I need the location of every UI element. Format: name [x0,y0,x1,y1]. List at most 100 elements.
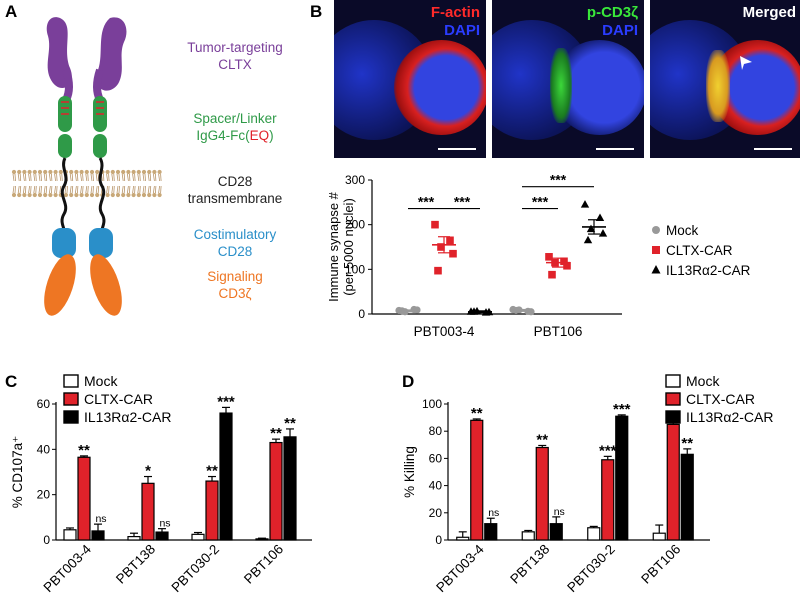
significance-label: ** [681,435,693,452]
significance-label: *** [418,194,435,210]
x-tick-label: PBT138 [507,542,552,587]
bar [91,530,105,541]
costim-left [52,228,76,258]
significance-label: * [145,463,151,480]
cd3z-left [44,254,76,316]
x-tick-label: PBT106 [534,324,583,339]
cd3z-right [90,254,122,316]
legend-label: CLTX-CAR [84,391,153,407]
legend-label: IL13Rα2-CAR [84,409,171,425]
label-signaling: Signaling CD3ζ [207,269,263,301]
legend-swatch [665,392,681,406]
legend-label: Mock [686,373,720,389]
scale-bar-2 [596,148,634,150]
legend-label: Mock [84,373,118,389]
bar [141,482,155,541]
data-point [437,243,445,251]
bar [470,419,484,541]
bar [652,532,666,541]
legend-label: Mock [666,223,699,238]
significance-label: *** [532,194,549,210]
y-tick-label: 0 [43,533,50,547]
y-tick-label: 100 [345,262,365,276]
legend-label: IL13Rα2-CAR [686,409,773,425]
significance-label: ns [554,506,565,518]
bar [680,453,694,541]
killing-bar-chart: 0 20 40 60 80 100 % Killing ** ns PBT003-4 ** ns PBT… [402,373,773,596]
bar [77,456,91,541]
y-axis-label: % CD107a⁺ [10,436,25,508]
significance-label: *** [454,194,471,210]
data-point [563,261,571,270]
panel-a-letter: A [5,2,18,21]
y-axis-label: Immune synapse # [326,191,341,302]
bar [205,480,219,541]
legend-marker [652,226,660,234]
label-transmembrane: CD28 transmembrane [187,174,283,206]
legend-swatch [63,374,79,388]
y-tick-label: 40 [37,442,51,456]
x-tick-label: PBT030-2 [564,542,618,596]
arrowhead-icon [740,56,752,70]
bar [191,533,205,541]
x-tick-label: PBT003-4 [433,541,487,595]
x-tick-label: PBT003-4 [414,324,475,339]
data-point [560,257,568,266]
y-tick-label: 200 [345,218,365,232]
x-tick-label: PBT106 [638,542,683,587]
legend-swatch [665,374,681,388]
significance-label: ** [471,405,483,422]
y-tick-label: 60 [429,451,443,465]
label-merged: Merged [742,4,796,21]
legend-swatch [63,392,79,406]
label-spacer: Spacer/Linker IgG4-Fc(EQ) [193,111,277,143]
significance-label: ** [206,463,218,480]
y-tick-label: 100 [422,397,442,411]
data-point [545,253,553,261]
y-tick-label: 0 [435,533,442,547]
car-construct-diagram [11,17,162,316]
bar [484,523,498,541]
legend-marker [651,265,661,274]
data-point [434,266,442,275]
significance-label: ** [78,442,90,459]
bar [155,531,169,541]
bar [521,531,535,541]
bar [549,523,563,541]
significance-label: ** [284,415,296,432]
data-point [431,220,439,229]
bar [219,412,233,541]
x-tick-label: PBT106 [241,542,286,587]
significance-label: ** [536,431,548,448]
data-point [449,249,457,258]
data-point [595,213,605,221]
lipid-bilayer [11,169,162,198]
legend-marker [652,246,660,254]
label-pcd3z: p-CD3ζ [586,4,638,21]
data-point [527,308,535,316]
legend-label: CLTX-CAR [666,243,733,258]
bar [601,459,615,541]
x-tick-label: PBT138 [113,542,158,587]
significance-label: ns [159,518,170,530]
scale-bar-1 [438,148,476,150]
label-dapi-1: DAPI [444,22,480,39]
bar [456,536,470,541]
y-tick-label: 0 [358,307,365,321]
y-tick-label: 60 [37,397,51,411]
bar [127,536,141,541]
significance-label: *** [550,172,567,188]
bar [63,529,77,541]
significance-label: ns [95,513,106,525]
cltx-domain-right [96,17,127,91]
significance-label: *** [599,442,617,459]
legend-swatch [63,410,79,424]
bar [666,423,680,541]
data-point [548,270,556,279]
panel-c-letter: C [5,372,18,391]
bar [255,538,269,541]
x-tick-label: PBT030-2 [169,542,223,596]
car-left-chain [44,17,76,316]
y-tick-label: 300 [345,173,365,187]
